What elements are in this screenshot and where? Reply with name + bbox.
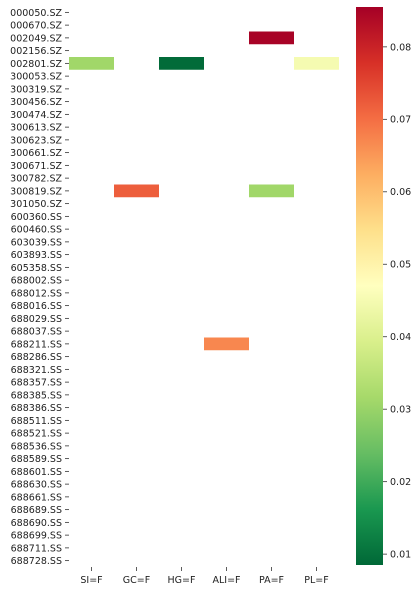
column-label: ALI=F — [212, 575, 240, 586]
colorbar-tick-label: 0.07 — [390, 115, 411, 126]
row-label: 300661.SZ — [10, 148, 62, 159]
row-label: 688016.SS — [11, 301, 62, 312]
row-label: 688690.SS — [11, 518, 62, 529]
column-label: SI=F — [80, 575, 102, 586]
row-label: 688728.SS — [11, 556, 62, 567]
heatmap-cell — [249, 31, 294, 45]
row-label: 688029.SS — [11, 314, 62, 325]
colorbar-tick-label: 0.08 — [390, 42, 411, 53]
row-label: 688511.SS — [11, 416, 62, 427]
row-label: 000670.SZ — [10, 21, 62, 32]
row-label: 300623.SZ — [10, 135, 62, 146]
row-label: 300819.SZ — [10, 186, 62, 197]
row-label: 688321.SS — [11, 365, 62, 376]
heatmap-cell — [159, 57, 204, 70]
row-label: 688601.SS — [11, 467, 62, 478]
row-label: 688711.SS — [11, 543, 62, 554]
row-label: 688630.SS — [11, 480, 62, 491]
row-label: 603039.SS — [11, 237, 62, 248]
colorbar-tick-label: 0.01 — [390, 550, 411, 561]
row-label: 002049.SZ — [10, 33, 62, 44]
row-label: 300671.SZ — [10, 161, 62, 172]
row-label: 300053.SZ — [10, 72, 62, 83]
colorbar-tick-label: 0.06 — [390, 187, 411, 198]
heatmap-cells — [69, 31, 339, 351]
row-label: 688012.SS — [11, 288, 62, 299]
row-label: 000050.SZ — [10, 8, 62, 19]
row-label: 688037.SS — [11, 327, 62, 338]
row-label: 300613.SZ — [10, 123, 62, 134]
row-label: 688385.SS — [11, 390, 62, 401]
row-label: 688689.SS — [11, 505, 62, 516]
row-label: 600460.SS — [11, 225, 62, 236]
row-label: 688211.SS — [11, 339, 62, 350]
column-label: GC=F — [123, 575, 150, 586]
heatmap-cell — [114, 184, 159, 198]
row-label: 688589.SS — [11, 454, 62, 465]
row-label: 688002.SS — [11, 276, 62, 287]
column-labels: SI=F GC=F HG=F ALI=F PA=F PL=F — [80, 567, 329, 586]
column-label: HG=F — [168, 575, 196, 586]
colorbar-gradient — [356, 7, 383, 565]
row-label: 688286.SS — [11, 352, 62, 363]
heatmap-cell — [204, 337, 249, 351]
row-label: 688386.SS — [11, 403, 62, 414]
row-label: 603893.SS — [11, 250, 62, 261]
heatmap-cell — [249, 184, 294, 198]
row-label: 300456.SZ — [10, 97, 62, 108]
row-label: 300474.SZ — [10, 110, 62, 121]
colorbar-tick-label: 0.05 — [390, 260, 411, 271]
heatmap-cell — [69, 57, 114, 70]
row-label: 688699.SS — [11, 531, 62, 542]
row-label: 688521.SS — [11, 429, 62, 440]
column-label: PA=F — [259, 575, 284, 586]
row-label: 688536.SS — [11, 441, 62, 452]
row-label: 688357.SS — [11, 378, 62, 389]
colorbar-tick-label: 0.03 — [390, 405, 411, 416]
row-label: 301050.SZ — [10, 199, 62, 210]
row-label: 300782.SZ — [10, 174, 62, 185]
row-label: 600360.SS — [11, 212, 62, 223]
row-label: 605358.SS — [11, 263, 62, 274]
colorbar-tick-label: 0.02 — [390, 477, 411, 488]
heatmap-cell — [294, 57, 339, 70]
column-label: PL=F — [304, 575, 328, 586]
row-label: 002156.SZ — [10, 46, 62, 57]
row-label: 688661.SS — [11, 492, 62, 503]
colorbar: 0.01 0.02 0.03 0.04 0.05 0.06 0.07 0.08 — [356, 7, 411, 565]
row-label: 300319.SZ — [10, 84, 62, 95]
row-label: 002801.SZ — [10, 59, 62, 70]
colorbar-tick-label: 0.04 — [390, 332, 411, 343]
